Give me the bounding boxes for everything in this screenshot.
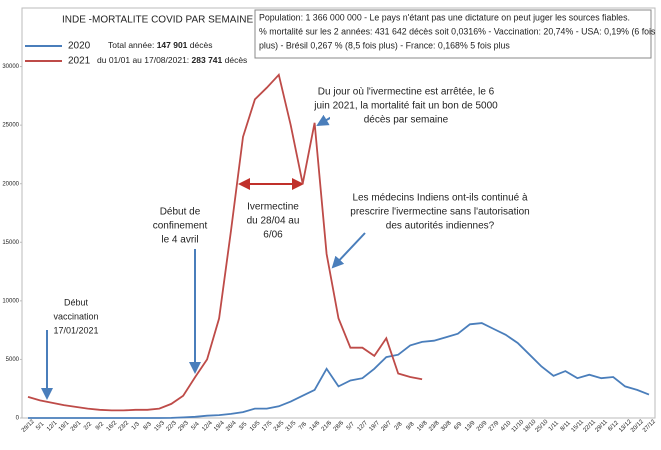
series-line	[27, 72, 423, 412]
total-prefix: du 01/01 au 17/08/2021:	[97, 55, 192, 65]
annotation-box	[330, 84, 482, 122]
y-tick-label: 15000	[2, 240, 19, 246]
x-tick-label: 26/1	[70, 420, 83, 433]
annotation: le 4 avril	[161, 235, 198, 246]
annotation: prescrire l'ivermectine sans l'autorisat…	[350, 207, 529, 218]
x-tick-label: 30/8	[440, 420, 453, 433]
annotation: Début	[64, 297, 89, 307]
x-tick-label: 10/5	[249, 420, 262, 433]
info-box	[254, 9, 652, 59]
annotation: vaccination	[53, 311, 98, 321]
annotation: décès par semaine	[364, 115, 449, 126]
annotation: du 28/04 au	[247, 216, 300, 227]
x-tick-label: 5/4	[191, 421, 202, 432]
x-tick-label: 22/3	[165, 420, 178, 433]
x-tick-label: 12/4	[201, 420, 214, 433]
x-tick-label: 16/2	[106, 420, 119, 433]
annotation: Du jour où l'ivermectine est arrêtée, le…	[318, 87, 495, 98]
x-tick-label: 23/2	[118, 420, 131, 433]
info-line: % mortalité sur les 2 années: 431 642 dé…	[259, 26, 656, 36]
y-tick-label: 20000	[2, 181, 19, 187]
info-line: Population: 1 366 000 000 - Le pays n'ét…	[259, 12, 630, 22]
x-tick-label: 20/9	[476, 420, 489, 433]
x-tick-label: 16/8	[416, 420, 429, 433]
x-tick-label: 9/8	[405, 421, 416, 432]
x-tick-label: 26/7	[380, 420, 393, 433]
x-tick-label: 9/2	[95, 421, 106, 432]
x-tick-label: 7/6	[298, 421, 309, 432]
annotation: confinement	[153, 221, 208, 232]
x-tick-label: 28/6	[333, 420, 346, 433]
x-tick-label: 19/7	[368, 420, 381, 433]
x-tick-label: 8/3	[143, 421, 154, 432]
x-tick-label: 19/1	[58, 420, 71, 433]
plot-frame	[21, 7, 656, 419]
annotation: Ivermectine	[247, 202, 299, 213]
y-tick-label: 5000	[6, 357, 20, 363]
info-line: plus) - Brésil 0,267 % (8,5 fois plus) -…	[259, 40, 510, 50]
x-tick-label: 2/2	[83, 421, 94, 432]
chart-title: INDE -MORTALITE COVID PAR SEMAINE	[62, 15, 253, 26]
x-tick-label: 31/5	[285, 420, 298, 433]
x-tick-label: 1/11	[548, 420, 561, 433]
total-value: 283 741	[192, 55, 223, 65]
legend-label: 2020	[68, 41, 91, 52]
total-suffix: décès	[187, 40, 212, 50]
x-tick-label: 3/5	[238, 421, 249, 432]
y-tick-label: 10000	[2, 298, 19, 304]
x-tick-label: 21/6	[321, 420, 334, 433]
total-value: 147 901	[157, 40, 188, 50]
annotation: 17/01/2021	[53, 325, 98, 335]
x-tick-label: 29/12	[21, 419, 36, 434]
annotation: Début de	[160, 207, 201, 218]
annotation: juin 2021, la mortalité fait un bon de 5…	[313, 101, 498, 112]
x-tick-label: 25/10	[535, 419, 550, 434]
annotation: des autorités indiennes?	[386, 221, 495, 232]
annotation-box	[147, 203, 211, 249]
x-tick-label: 29/3	[177, 420, 190, 433]
total-text: du 01/01 au 17/08/2021: 283 741 décès	[97, 55, 247, 65]
x-tick-label: 14/6	[309, 420, 322, 433]
total-prefix: Total année:	[108, 40, 157, 50]
x-tick-label: 12/1	[46, 420, 59, 433]
x-tick-label: 23/8	[428, 420, 441, 433]
total-text: Total année: 147 901 décès	[108, 40, 212, 50]
x-tick-label: 29/11	[594, 419, 609, 434]
x-tick-label: 19/4	[213, 420, 226, 433]
annotation: Les médecins Indiens ont-ils continué à	[352, 193, 528, 204]
y-tick-label: 0	[16, 416, 20, 422]
x-tick-label: 26/4	[225, 420, 238, 433]
x-tick-label: 17/5	[261, 420, 274, 433]
series-line	[28, 322, 650, 419]
legend-label: 2021	[68, 56, 91, 67]
y-tick-label: 30000	[2, 64, 19, 70]
x-tick-label: 12/7	[357, 420, 370, 433]
x-tick-label: 2/8	[394, 421, 405, 432]
total-suffix: décès	[222, 55, 247, 65]
x-tick-label: 27/9	[488, 420, 501, 433]
annotation: 6/06	[263, 230, 283, 241]
x-tick-label: 6/9	[453, 421, 464, 432]
x-tick-label: 5/1	[35, 421, 46, 432]
arrow	[331, 232, 366, 269]
x-tick-label: 13/9	[464, 420, 477, 433]
x-tick-label: 15/3	[154, 420, 167, 433]
y-tick-label: 25000	[2, 123, 19, 129]
x-tick-label: 24/5	[273, 420, 286, 433]
x-tick-label: 27/12	[642, 419, 657, 434]
x-tick-label: 1/3	[131, 421, 142, 432]
x-tick-label: 5/7	[346, 421, 357, 432]
